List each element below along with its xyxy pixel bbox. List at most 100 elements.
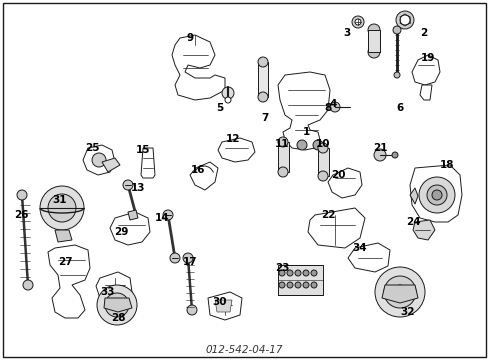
Polygon shape — [128, 210, 138, 220]
Polygon shape — [190, 162, 218, 190]
Text: 22: 22 — [320, 210, 335, 220]
Circle shape — [17, 190, 27, 200]
Circle shape — [395, 11, 413, 29]
Circle shape — [303, 270, 308, 276]
Circle shape — [286, 270, 292, 276]
Circle shape — [40, 186, 84, 230]
Bar — [278, 265, 323, 295]
Circle shape — [399, 15, 409, 25]
Polygon shape — [409, 165, 461, 222]
Circle shape — [112, 300, 122, 310]
Text: 33: 33 — [101, 287, 115, 297]
Polygon shape — [367, 30, 379, 52]
Circle shape — [170, 253, 180, 263]
Text: 34: 34 — [352, 243, 366, 253]
Text: 11: 11 — [274, 139, 289, 149]
Text: 5: 5 — [216, 103, 223, 113]
Circle shape — [258, 57, 267, 67]
Text: 31: 31 — [53, 195, 67, 205]
Text: 20: 20 — [330, 170, 345, 180]
Text: 3: 3 — [343, 28, 350, 38]
Circle shape — [279, 282, 285, 288]
Text: 28: 28 — [110, 313, 125, 323]
Text: 27: 27 — [58, 257, 72, 267]
Text: 13: 13 — [130, 183, 145, 193]
Circle shape — [224, 97, 230, 103]
Text: 4: 4 — [328, 99, 336, 109]
Bar — [278, 142, 288, 172]
Polygon shape — [409, 188, 417, 204]
Polygon shape — [412, 220, 434, 240]
Circle shape — [431, 190, 441, 200]
Circle shape — [367, 46, 379, 58]
Text: 30: 30 — [212, 297, 227, 307]
Text: 7: 7 — [261, 113, 268, 123]
Circle shape — [383, 276, 415, 308]
Text: 26: 26 — [14, 210, 28, 220]
Text: 17: 17 — [183, 257, 197, 267]
Circle shape — [392, 285, 406, 299]
Circle shape — [312, 140, 323, 150]
Text: 32: 32 — [400, 307, 414, 317]
Circle shape — [135, 225, 145, 235]
Circle shape — [329, 102, 339, 112]
Circle shape — [391, 152, 397, 158]
Circle shape — [258, 92, 267, 102]
Circle shape — [296, 140, 306, 150]
Circle shape — [286, 282, 292, 288]
Circle shape — [367, 24, 379, 36]
Circle shape — [294, 282, 301, 288]
Polygon shape — [347, 243, 389, 272]
Bar — [317, 148, 328, 176]
Polygon shape — [278, 72, 329, 150]
Text: 12: 12 — [225, 134, 240, 144]
Circle shape — [317, 143, 327, 153]
Polygon shape — [172, 35, 224, 100]
Circle shape — [92, 153, 106, 167]
Text: 24: 24 — [405, 217, 420, 227]
Circle shape — [48, 194, 76, 222]
Text: 15: 15 — [136, 145, 150, 155]
Polygon shape — [141, 148, 155, 178]
Text: 9: 9 — [186, 33, 193, 43]
Polygon shape — [55, 230, 72, 242]
Circle shape — [393, 72, 399, 78]
Text: 29: 29 — [114, 227, 128, 237]
Polygon shape — [381, 285, 417, 303]
Bar — [367, 30, 379, 52]
Polygon shape — [411, 55, 439, 85]
Text: 10: 10 — [315, 139, 329, 149]
Circle shape — [278, 137, 287, 147]
Text: 8: 8 — [324, 103, 331, 113]
Text: 16: 16 — [190, 165, 205, 175]
Text: 19: 19 — [420, 53, 434, 63]
Text: 6: 6 — [396, 103, 403, 113]
Polygon shape — [110, 212, 150, 245]
Circle shape — [373, 149, 385, 161]
Text: 18: 18 — [439, 160, 453, 170]
Text: 012-542-04-17: 012-542-04-17 — [205, 345, 282, 355]
Circle shape — [351, 16, 363, 28]
Text: 2: 2 — [420, 28, 427, 38]
Circle shape — [354, 19, 360, 25]
Circle shape — [186, 305, 197, 315]
Polygon shape — [419, 85, 431, 100]
Circle shape — [418, 177, 454, 213]
Polygon shape — [307, 208, 364, 248]
Circle shape — [310, 282, 316, 288]
Text: 14: 14 — [154, 213, 169, 223]
Circle shape — [374, 267, 424, 317]
Polygon shape — [207, 292, 242, 320]
Circle shape — [183, 253, 193, 263]
Polygon shape — [104, 298, 132, 312]
Text: 23: 23 — [274, 263, 289, 273]
Circle shape — [303, 282, 308, 288]
Text: 21: 21 — [372, 143, 386, 153]
Text: 25: 25 — [84, 143, 99, 153]
Bar — [258, 62, 267, 97]
Circle shape — [97, 285, 137, 325]
Polygon shape — [102, 158, 120, 172]
Circle shape — [294, 270, 301, 276]
Circle shape — [105, 293, 129, 317]
Circle shape — [279, 270, 285, 276]
